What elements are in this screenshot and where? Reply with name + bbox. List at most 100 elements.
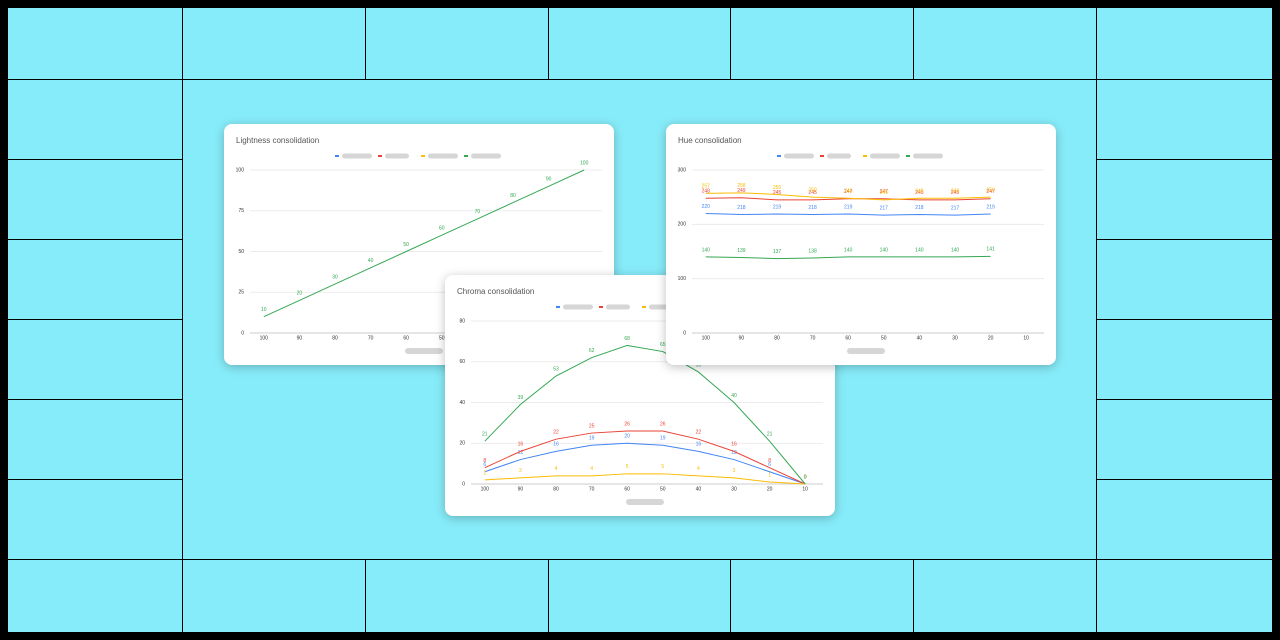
legend-placeholder <box>913 153 943 159</box>
data-label: 247 <box>986 189 995 195</box>
data-label: 245 <box>773 190 782 196</box>
legend-placeholder <box>784 153 814 159</box>
tile <box>1097 80 1272 159</box>
tile <box>731 560 913 632</box>
x-tick-label: 70 <box>589 486 595 492</box>
card-background <box>666 124 1056 365</box>
x-tick-label: 100 <box>481 486 490 492</box>
data-label: 22 <box>696 430 702 436</box>
data-label: 219 <box>844 204 853 210</box>
tile <box>8 8 182 79</box>
x-tick-label: 50 <box>439 335 445 341</box>
x-tick-label: 90 <box>518 486 524 492</box>
x-tick-label: 90 <box>739 335 745 341</box>
data-label: 21 <box>767 432 773 438</box>
y-tick-label: 100 <box>236 167 245 173</box>
data-label: 245 <box>915 190 924 196</box>
data-label: 257 <box>702 184 711 190</box>
data-label: 80 <box>510 193 516 199</box>
series-line <box>705 255 991 260</box>
data-label: 68 <box>624 336 630 342</box>
data-label: 53 <box>553 366 559 372</box>
tile <box>731 8 913 79</box>
data-label: 218 <box>915 205 924 211</box>
tile <box>1097 480 1272 559</box>
data-label: 247 <box>844 189 853 195</box>
tile <box>8 240 182 319</box>
data-label: 0 <box>804 474 807 480</box>
data-label: 6 <box>768 462 771 468</box>
x-tick-label: 80 <box>553 486 559 492</box>
x-tick-label: 40 <box>917 335 923 341</box>
data-label: 217 <box>880 205 889 211</box>
data-label: 50 <box>403 242 409 248</box>
tile <box>1097 560 1272 632</box>
scroll-handle <box>847 348 885 354</box>
x-tick-label: 70 <box>368 335 374 341</box>
data-label: 245 <box>951 190 960 196</box>
y-tick-label: 25 <box>238 290 244 296</box>
data-label: 26 <box>660 421 666 427</box>
y-tick-label: 200 <box>678 222 687 228</box>
x-tick-label: 10 <box>802 486 808 492</box>
data-label: 62 <box>589 348 595 354</box>
data-label: 248 <box>844 189 853 195</box>
data-label: 3 <box>733 468 736 474</box>
data-label: 55 <box>696 362 702 368</box>
data-label: 247 <box>880 189 889 195</box>
tile <box>1097 320 1272 399</box>
tile <box>8 80 182 159</box>
data-label: 140 <box>880 247 889 253</box>
x-tick-label: 60 <box>624 486 630 492</box>
data-label: 250 <box>808 187 817 193</box>
data-label: 70 <box>475 209 481 215</box>
data-label: 90 <box>546 177 552 183</box>
data-label: 140 <box>951 247 960 253</box>
data-label: 0 <box>804 474 807 480</box>
tile <box>1097 8 1272 79</box>
tile <box>549 8 730 79</box>
x-tick-label: 100 <box>260 335 269 341</box>
data-label: 219 <box>773 204 782 210</box>
data-label: 19 <box>589 436 595 442</box>
data-label: 65 <box>660 342 666 348</box>
y-tick-label: 0 <box>462 481 465 487</box>
x-tick-label: 80 <box>332 335 338 341</box>
data-label: 16 <box>518 442 524 448</box>
y-tick-label: 75 <box>238 208 244 214</box>
x-tick-label: 10 <box>1023 335 1029 341</box>
data-label: 1 <box>768 472 771 478</box>
data-label: 16 <box>553 442 559 448</box>
data-label: 140 <box>702 247 711 253</box>
data-label: 2 <box>483 470 486 476</box>
data-label: 25 <box>589 423 595 429</box>
data-label: 218 <box>808 205 817 211</box>
x-tick-label: 100 <box>702 335 711 341</box>
data-label: 60 <box>439 226 445 232</box>
tile <box>549 560 730 632</box>
data-label: 3 <box>519 468 522 474</box>
x-tick-label: 40 <box>696 486 702 492</box>
legend-placeholder <box>428 153 458 159</box>
data-label: 137 <box>773 249 782 255</box>
x-tick-label: 20 <box>988 335 994 341</box>
data-label: 30 <box>332 274 338 280</box>
y-tick-label: 100 <box>678 276 687 282</box>
x-tick-label: 30 <box>952 335 958 341</box>
data-label: 0 <box>804 474 807 480</box>
tile <box>8 560 182 632</box>
tile <box>8 480 182 559</box>
data-label: 258 <box>737 183 746 189</box>
data-label: 100 <box>580 160 589 166</box>
x-tick-label: 80 <box>774 335 780 341</box>
x-tick-label: 50 <box>881 335 887 341</box>
series-line <box>705 197 991 201</box>
legend-placeholder <box>342 153 372 159</box>
tile <box>1097 400 1272 479</box>
data-label: 248 <box>915 189 924 195</box>
data-label: 4 <box>555 466 558 472</box>
data-label: 12 <box>731 450 737 456</box>
data-label: 12 <box>518 450 524 456</box>
tile <box>183 8 365 79</box>
